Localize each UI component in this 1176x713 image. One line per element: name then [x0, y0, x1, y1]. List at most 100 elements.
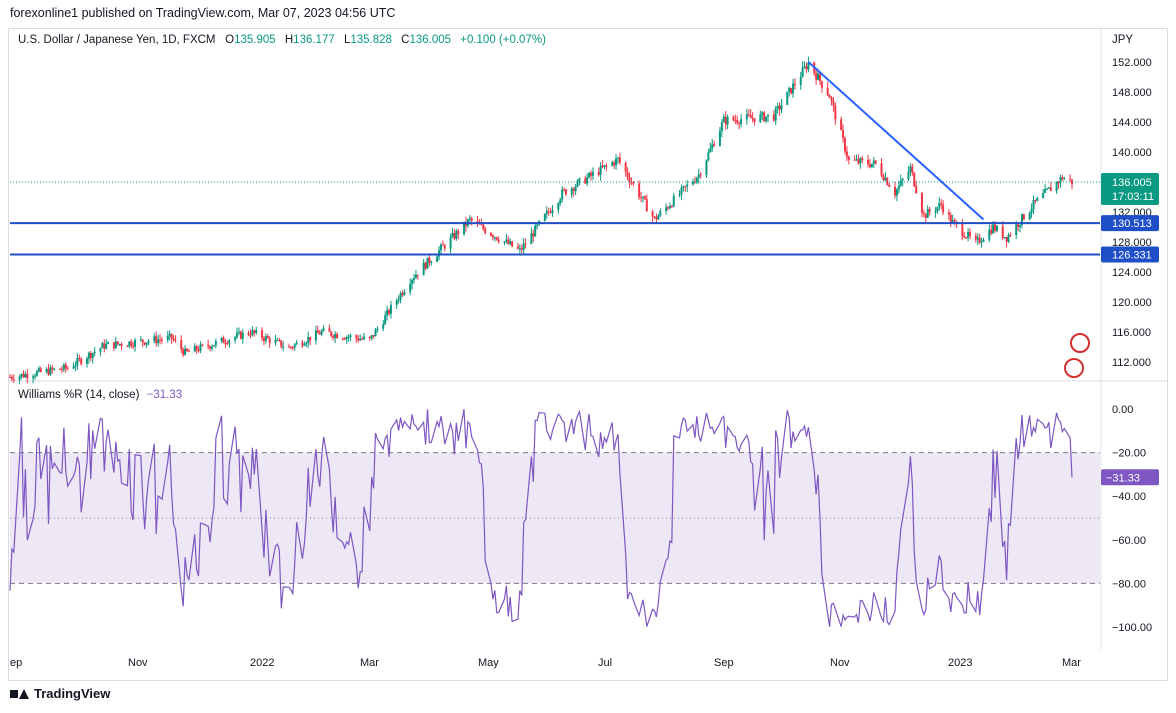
candle-body — [861, 158, 864, 160]
candle-body — [174, 339, 177, 341]
candle-body — [89, 352, 92, 359]
candle-body — [736, 120, 739, 123]
open-value: 135.905 — [234, 34, 276, 46]
candle-body — [359, 338, 362, 341]
candle-body — [114, 341, 117, 349]
time-tick-label: Jul — [598, 657, 612, 669]
candle-body — [66, 368, 69, 370]
candle-body — [209, 346, 212, 349]
indicator-value: −31.33 — [146, 389, 183, 401]
candle-body — [992, 224, 995, 234]
candle-body — [1019, 224, 1022, 228]
candle-body — [455, 230, 458, 239]
candle-body — [682, 186, 685, 188]
candle-body — [330, 331, 333, 336]
candle-body — [345, 337, 348, 340]
trend-line[interactable] — [807, 61, 985, 221]
candle-body — [926, 209, 929, 218]
time-tick-label: Nov — [830, 657, 850, 669]
candle-body — [709, 148, 712, 153]
candle-body — [160, 339, 163, 341]
candle-body — [820, 81, 823, 88]
candle-body — [468, 218, 471, 220]
candle-body — [482, 224, 485, 229]
candle-body — [239, 331, 242, 339]
candle-body — [1020, 214, 1023, 225]
candle-body — [430, 261, 433, 263]
candle-body — [484, 228, 487, 234]
candle-body — [228, 340, 231, 344]
candle-body — [899, 180, 902, 186]
candle-body — [139, 339, 142, 341]
candle-body — [399, 293, 402, 300]
candle-body — [426, 257, 429, 269]
price-tick-label: 152.000 — [1112, 57, 1152, 69]
flag-icon[interactable] — [1064, 358, 1084, 378]
candle-body — [815, 73, 818, 80]
candle-body — [49, 367, 52, 375]
candle-body — [507, 239, 510, 244]
candle-body — [453, 233, 456, 239]
candle-body — [72, 366, 75, 369]
candle-body — [974, 235, 977, 240]
candle-body — [99, 348, 102, 352]
candle-body — [26, 374, 29, 379]
wr-current-label: −31.33 — [1106, 472, 1140, 484]
candle-body — [1047, 187, 1050, 189]
candle-body — [126, 345, 129, 347]
alert-icon[interactable] — [1070, 333, 1090, 353]
footer-brand[interactable]: TradingView — [10, 686, 110, 701]
candle-body — [670, 206, 673, 208]
candle-body — [301, 342, 304, 346]
candle-body — [1049, 187, 1052, 191]
candle-body — [334, 334, 337, 338]
candle-body — [763, 112, 766, 122]
candle-body — [924, 214, 927, 218]
candle-body — [180, 340, 183, 350]
candle-body — [449, 236, 452, 249]
candle-body — [376, 328, 379, 330]
candle-body — [840, 119, 843, 131]
candle-body — [518, 248, 521, 250]
wr-current-badge — [1101, 469, 1159, 486]
price-tick-label: 148.000 — [1112, 87, 1152, 99]
candle-body — [495, 237, 498, 240]
candle-body — [76, 358, 79, 366]
candle-body — [1015, 224, 1018, 236]
candle-body — [886, 178, 889, 185]
time-tick-label: May — [478, 657, 499, 669]
candle-body — [549, 211, 552, 213]
candle-body — [951, 220, 954, 224]
candle-body — [60, 369, 63, 371]
candle-body — [911, 166, 914, 173]
candle-body — [328, 328, 331, 332]
candle-body — [1063, 178, 1066, 180]
candle-body — [907, 171, 910, 180]
wr-tick-label: −40.00 — [1112, 491, 1146, 503]
candle-body — [247, 332, 250, 335]
candle-body — [336, 334, 339, 339]
candle-body — [47, 368, 50, 375]
candle-body — [186, 348, 188, 351]
candle-body — [91, 353, 94, 359]
candle-body — [491, 235, 494, 238]
close-value: 136.005 — [409, 34, 452, 46]
candle-body — [895, 189, 898, 196]
candle-body — [85, 358, 88, 364]
candle-body — [207, 344, 210, 347]
candle-body — [401, 293, 404, 295]
candle-body — [332, 335, 335, 338]
wr-line — [9, 408, 1073, 627]
candle-body — [237, 331, 240, 333]
candle-body — [480, 224, 483, 226]
candle-body — [565, 189, 568, 195]
candle-body — [155, 336, 158, 344]
candle-body — [262, 338, 265, 341]
candle-body — [922, 212, 925, 215]
candle-body — [780, 104, 783, 110]
candle-body — [686, 184, 689, 187]
candle-body — [853, 159, 856, 161]
candle-body — [590, 172, 593, 176]
candle-body — [572, 188, 575, 192]
